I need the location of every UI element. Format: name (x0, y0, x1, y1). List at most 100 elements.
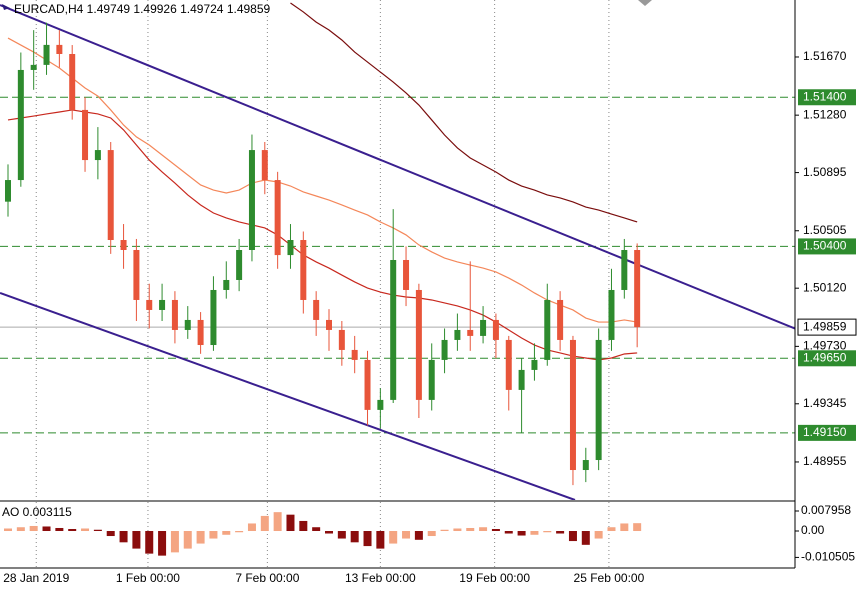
shift-marker (638, 0, 652, 6)
oscillator-label: AO 0.003115 (2, 505, 72, 519)
candle-body (544, 299, 551, 360)
candle-body (441, 339, 448, 360)
osc-bar (491, 528, 500, 532)
osc-bar (607, 527, 616, 532)
osc-bar (93, 529, 102, 532)
candle-body (236, 250, 243, 280)
osc-bar (440, 529, 449, 532)
level-tag (798, 350, 856, 367)
candle-body (43, 44, 50, 65)
candle-body (569, 339, 576, 471)
candle-body (223, 279, 230, 290)
moving-average (7, 37, 638, 323)
level-label: 1.49650 (803, 350, 847, 364)
trendline (0, 292, 576, 500)
candle-body (300, 240, 307, 300)
price-panel (0, 0, 795, 500)
candle-body (377, 399, 384, 410)
moving-average (290, 2, 638, 223)
osc-bar (556, 531, 565, 534)
candle-body (390, 259, 397, 400)
osc-bar (568, 531, 577, 542)
osc-bar (530, 531, 539, 535)
candle-body (133, 250, 140, 300)
osc-bar (260, 515, 269, 532)
osc-bar (504, 531, 513, 534)
osc-bar (466, 527, 475, 532)
osc-bar (633, 523, 642, 532)
oscillator-panel (4, 502, 642, 568)
osc-bar (16, 527, 25, 532)
candle-body (184, 319, 191, 330)
osc-bar (414, 531, 423, 540)
candle-body (30, 64, 37, 70)
level-label: 1.50400 (803, 239, 847, 253)
osc-bar (42, 526, 51, 532)
osc-bar (453, 528, 462, 532)
candle-body (557, 299, 564, 340)
osc-bar (68, 528, 77, 532)
y-tick-label: 1.51670 (803, 49, 847, 63)
candle-body (338, 329, 345, 350)
candle-body (210, 289, 217, 346)
osc-bar (350, 531, 359, 543)
osc-tick-label: 0.00 (801, 523, 825, 537)
osc-bar (170, 531, 179, 553)
osc-bar (312, 527, 321, 532)
candle-body (313, 299, 320, 320)
x-tick-label: 19 Feb 00:00 (459, 571, 530, 585)
candle-body (621, 250, 628, 290)
osc-bar (402, 531, 411, 539)
x-tick-label: 28 Jan 2019 (3, 571, 69, 585)
level-tag (798, 89, 856, 106)
candle-body (17, 69, 24, 181)
osc-bar (581, 531, 590, 545)
candle-body (274, 180, 281, 256)
candle-body (287, 240, 294, 256)
osc-bar (543, 531, 552, 533)
osc-bar (196, 531, 205, 544)
osc-bar (363, 531, 372, 547)
level-tag (798, 424, 856, 441)
osc-bar (55, 527, 64, 532)
osc-bar (479, 527, 488, 532)
candle-body (608, 289, 615, 340)
osc-bar (247, 523, 256, 532)
candle-body (82, 109, 89, 161)
y-tick-label: 1.50120 (803, 280, 847, 294)
chart-title: EURCAD,H4 1.49749 1.49926 1.49724 1.4985… (14, 2, 271, 16)
moving-average (7, 109, 638, 361)
level-label: 1.49150 (803, 425, 847, 439)
level-tag (798, 238, 856, 255)
candle-body (595, 339, 602, 461)
candle-body (467, 329, 474, 336)
y-tick-label: 1.50895 (803, 165, 847, 179)
candle-body (120, 240, 127, 250)
candle-body (56, 44, 63, 54)
candle-body (364, 359, 371, 410)
x-tick-label: 1 Feb 00:00 (116, 571, 180, 585)
x-tick-label: 13 Feb 00:00 (345, 571, 416, 585)
osc-bar (183, 531, 192, 549)
y-tick-label: 1.49730 (803, 339, 847, 353)
osc-bar (273, 512, 282, 532)
osc-bar (119, 531, 128, 543)
osc-bar (376, 531, 385, 549)
candle-body (531, 359, 538, 370)
osc-bar (286, 514, 295, 532)
osc-bar (158, 531, 167, 556)
x-tick-label: 7 Feb 00:00 (235, 571, 299, 585)
candle-body (454, 329, 461, 340)
osc-bar (235, 531, 244, 533)
osc-bar (145, 531, 154, 554)
osc-bar (427, 531, 436, 537)
last-price-tag (797, 318, 857, 336)
osc-bar (209, 531, 218, 539)
candle-body (159, 299, 166, 310)
candle-body (146, 299, 153, 310)
candle-body (403, 259, 410, 290)
osc-bar (517, 531, 526, 536)
osc-bar (222, 531, 231, 535)
x-tick-label: 25 Feb 00:00 (574, 571, 645, 585)
